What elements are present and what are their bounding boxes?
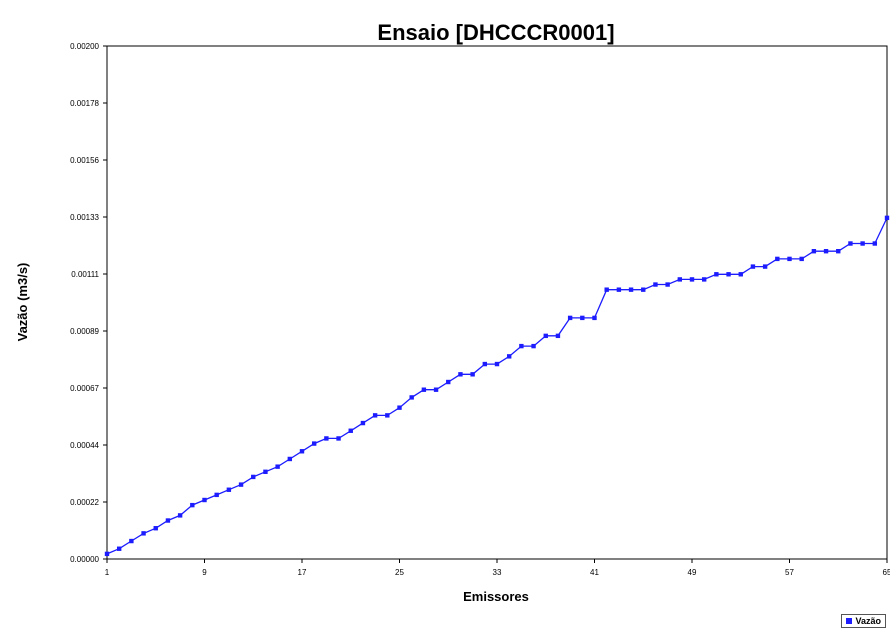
- data-point: [884, 215, 890, 221]
- data-point: [506, 354, 512, 359]
- plot-area: [106, 45, 888, 560]
- data-point: [836, 249, 841, 254]
- y-tick-label: 0.00133: [70, 213, 99, 222]
- data-point: [104, 551, 110, 557]
- x-tick-label: 9: [202, 568, 207, 577]
- data-point: [762, 264, 768, 269]
- data-point: [421, 387, 427, 392]
- x-axis: 1 9 17 25 33 41 49 57 65: [105, 559, 890, 577]
- data-point: [238, 482, 244, 487]
- data-point: [799, 256, 804, 262]
- data-point: [360, 420, 366, 426]
- data-point: [823, 249, 829, 254]
- data-point: [177, 513, 183, 518]
- data-point: [519, 343, 524, 349]
- data-point: [494, 361, 500, 367]
- data-point: [750, 264, 756, 269]
- data-point: [190, 502, 195, 508]
- data-point: [311, 441, 317, 446]
- y-axis: 0.00000 0.00022 0.00044 0.00067 0.00089 0.001…: [70, 42, 107, 564]
- x-tick-label: 41: [590, 568, 599, 577]
- legend-swatch: [846, 618, 853, 624]
- data-point: [714, 272, 719, 277]
- y-tick-label: 0.00044: [70, 441, 99, 450]
- data-point: [482, 361, 488, 367]
- chart-title: Ensaio [DHCCCR0001]: [377, 20, 614, 45]
- y-tick-label: 0.00067: [70, 384, 99, 393]
- data-point: [592, 315, 597, 321]
- y-axis-label: Vazão (m3/s): [15, 263, 30, 342]
- data-point: [555, 333, 561, 339]
- x-tick-label: 65: [883, 568, 890, 577]
- data-point: [287, 456, 293, 462]
- legend-label: Vazão: [855, 616, 881, 626]
- data-point: [336, 436, 341, 441]
- x-tick-label: 33: [493, 568, 502, 577]
- data-point: [458, 372, 463, 377]
- data-point: [348, 428, 353, 433]
- data-point: [372, 413, 378, 418]
- data-point: [226, 487, 232, 492]
- data-point: [385, 413, 390, 418]
- data-point: [787, 256, 792, 262]
- data-point: [470, 372, 475, 377]
- data-point: [446, 379, 451, 385]
- data-point: [775, 256, 780, 262]
- data-point: [567, 315, 573, 321]
- data-point: [811, 249, 817, 254]
- series-vazao: [104, 215, 890, 557]
- data-point: [141, 531, 146, 536]
- data-point: [251, 474, 256, 480]
- data-point: [214, 492, 219, 498]
- data-point: [689, 277, 695, 282]
- data-point: [872, 241, 878, 246]
- data-point: [604, 287, 609, 292]
- y-tick-label: 0.00022: [70, 498, 99, 507]
- data-point: [153, 526, 158, 531]
- x-tick-label: 49: [688, 568, 697, 577]
- y-tick-label: 0.00000: [70, 555, 99, 564]
- y-tick-label: 0.00178: [70, 99, 99, 108]
- data-point: [165, 518, 171, 523]
- data-point: [701, 277, 707, 282]
- data-point: [860, 241, 865, 246]
- data-point: [726, 272, 731, 277]
- data-point: [653, 282, 658, 287]
- data-point: [848, 241, 853, 246]
- chart-legend: Vazão: [841, 614, 886, 628]
- data-point: [641, 287, 646, 292]
- x-axis-label: Emissores: [463, 589, 529, 604]
- data-point: [628, 287, 634, 292]
- data-point: [409, 395, 414, 400]
- data-point: [116, 546, 122, 551]
- x-tick-label: 25: [395, 568, 404, 577]
- data-point: [129, 538, 134, 544]
- data-point: [531, 343, 536, 349]
- data-point: [580, 315, 585, 321]
- data-point: [433, 387, 439, 392]
- data-point: [665, 282, 670, 287]
- data-point: [397, 405, 402, 410]
- data-point: [299, 449, 305, 454]
- x-tick-label: 17: [298, 568, 307, 577]
- data-point: [202, 497, 207, 503]
- data-point: [275, 464, 280, 469]
- data-point: [677, 277, 683, 282]
- y-tick-label: 0.00089: [70, 327, 99, 336]
- x-tick-label: 57: [785, 568, 794, 577]
- data-point: [616, 287, 622, 292]
- data-point: [543, 333, 548, 339]
- y-tick-label: 0.00111: [71, 270, 99, 279]
- x-tick-label: 1: [105, 568, 110, 577]
- y-tick-label: 0.00156: [70, 156, 99, 165]
- data-point: [324, 436, 329, 441]
- data-point: [738, 272, 743, 277]
- y-tick-label: 0.00200: [70, 42, 99, 51]
- data-point: [263, 469, 268, 474]
